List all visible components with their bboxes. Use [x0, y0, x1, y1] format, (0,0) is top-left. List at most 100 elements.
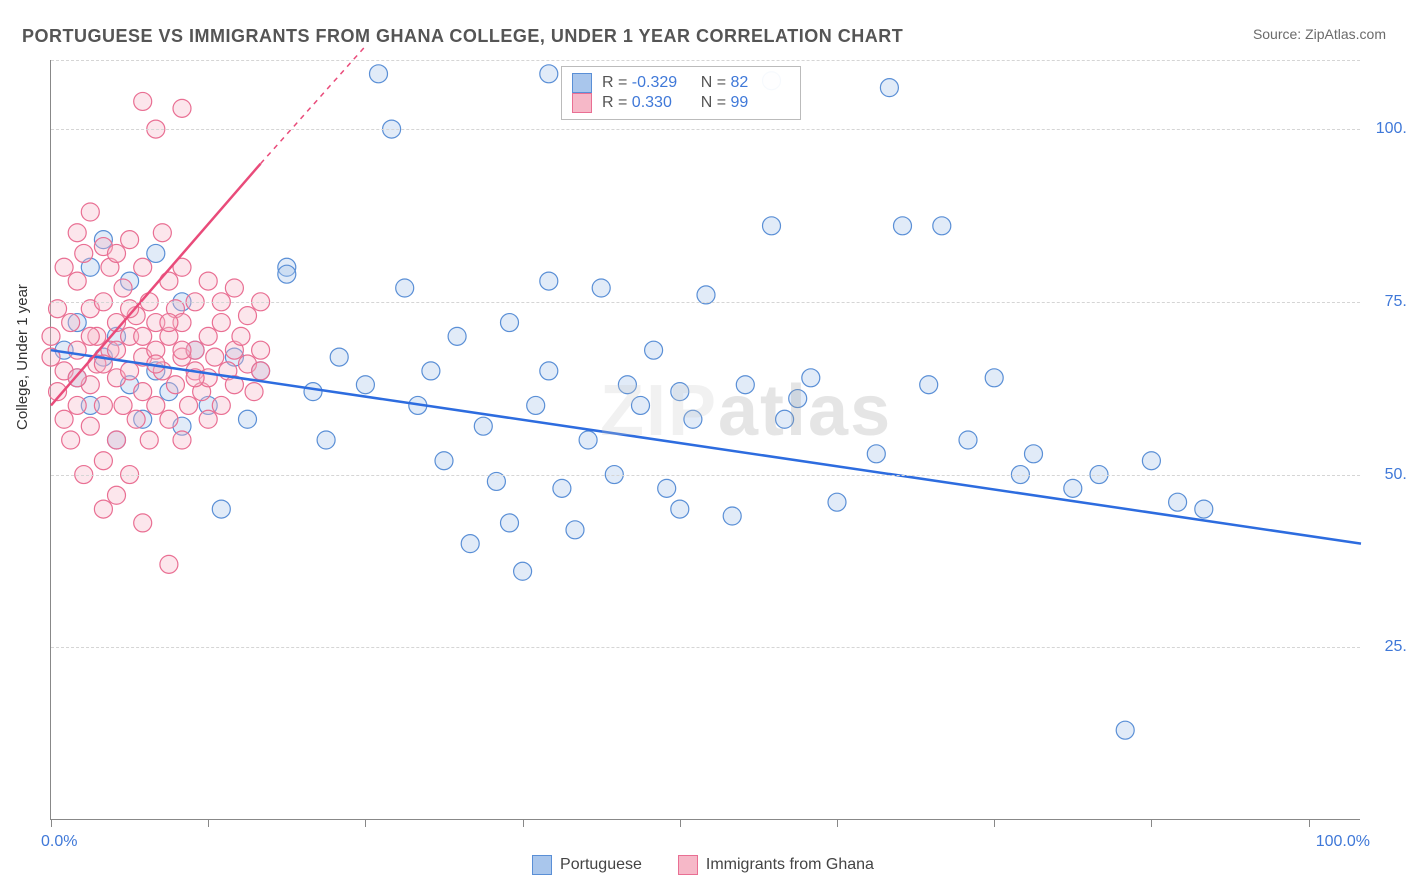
scatter-point — [514, 562, 532, 580]
scatter-point — [81, 203, 99, 221]
scatter-point — [81, 327, 99, 345]
scatter-point — [501, 514, 519, 532]
scatter-point — [1142, 452, 1160, 470]
series-legend: PortugueseImmigrants from Ghana — [0, 855, 1406, 880]
scatter-point — [173, 431, 191, 449]
scatter-point — [62, 314, 80, 332]
scatter-point — [160, 555, 178, 573]
scatter-point — [108, 244, 126, 262]
scatter-point — [252, 362, 270, 380]
scatter-point — [108, 341, 126, 359]
scatter-point — [396, 279, 414, 297]
legend-row: R = -0.329 N = 82 — [572, 73, 790, 93]
scatter-point — [121, 231, 139, 249]
scatter-point — [180, 396, 198, 414]
scatter-point — [867, 445, 885, 463]
legend-stats: R = 0.330 N = 99 — [602, 94, 790, 112]
legend-swatch — [572, 73, 592, 93]
scatter-point — [212, 314, 230, 332]
chart-container: R = -0.329 N = 82R = 0.330 N = 99 25.0%5… — [50, 60, 1360, 820]
scatter-point — [356, 376, 374, 394]
scatter-point — [566, 521, 584, 539]
scatter-point — [1169, 493, 1187, 511]
scatter-point — [121, 362, 139, 380]
x-tick — [1309, 819, 1310, 827]
scatter-point — [789, 390, 807, 408]
scatter-point — [933, 217, 951, 235]
x-axis-max-label: 100.0% — [1316, 833, 1370, 851]
scatter-point — [245, 383, 263, 401]
scatter-point — [108, 486, 126, 504]
scatter-point — [330, 348, 348, 366]
x-tick — [365, 819, 366, 827]
scatter-point — [114, 279, 132, 297]
scatter-point — [134, 327, 152, 345]
scatter-point — [127, 410, 145, 428]
scatter-point — [199, 327, 217, 345]
scatter-point — [894, 217, 912, 235]
scatter-point — [199, 272, 217, 290]
scatter-point — [134, 514, 152, 532]
scatter-point — [232, 327, 250, 345]
x-tick — [1151, 819, 1152, 827]
scatter-point — [618, 376, 636, 394]
y-tick-label: 25.0% — [1370, 638, 1406, 656]
scatter-point — [1116, 721, 1134, 739]
scatter-point — [134, 258, 152, 276]
scatter-point — [55, 258, 73, 276]
legend-item: Immigrants from Ghana — [678, 855, 874, 875]
scatter-point — [802, 369, 820, 387]
legend-swatch — [532, 855, 552, 875]
y-tick-label: 75.0% — [1370, 293, 1406, 311]
scatter-point — [684, 410, 702, 428]
scatter-point — [592, 279, 610, 297]
scatter-point — [880, 79, 898, 97]
scatter-point — [422, 362, 440, 380]
scatter-point — [317, 431, 335, 449]
scatter-point — [632, 396, 650, 414]
scatter-point — [55, 410, 73, 428]
legend-label: Immigrants from Ghana — [706, 856, 874, 874]
scatter-point — [153, 224, 171, 242]
scatter-point — [985, 369, 1003, 387]
scatter-point — [776, 410, 794, 428]
scatter-point — [540, 272, 558, 290]
scatter-point — [239, 410, 257, 428]
scatter-point — [920, 376, 938, 394]
scatter-point — [501, 314, 519, 332]
scatter-plot-svg — [51, 60, 1361, 820]
scatter-point — [239, 307, 257, 325]
y-tick-label: 100.0% — [1370, 120, 1406, 138]
scatter-point — [206, 348, 224, 366]
x-axis-min-label: 0.0% — [41, 833, 77, 851]
legend-stats: R = -0.329 N = 82 — [602, 74, 790, 92]
scatter-point — [94, 452, 112, 470]
trendline-extension — [261, 46, 366, 163]
scatter-point — [225, 279, 243, 297]
scatter-point — [1064, 479, 1082, 497]
scatter-point — [763, 217, 781, 235]
scatter-point — [160, 272, 178, 290]
scatter-point — [68, 272, 86, 290]
gridline-h — [51, 60, 1360, 61]
scatter-point — [723, 507, 741, 525]
scatter-point — [62, 431, 80, 449]
scatter-point — [736, 376, 754, 394]
x-tick — [994, 819, 995, 827]
scatter-point — [540, 65, 558, 83]
scatter-point — [147, 244, 165, 262]
x-tick — [523, 819, 524, 827]
x-tick — [51, 819, 52, 827]
legend-swatch — [678, 855, 698, 875]
scatter-point — [75, 244, 93, 262]
scatter-point — [658, 479, 676, 497]
scatter-point — [828, 493, 846, 511]
scatter-point — [212, 396, 230, 414]
scatter-point — [68, 224, 86, 242]
scatter-point — [278, 265, 296, 283]
scatter-point — [199, 410, 217, 428]
legend-swatch — [572, 93, 592, 113]
scatter-point — [461, 535, 479, 553]
legend-row: R = 0.330 N = 99 — [572, 93, 790, 113]
y-axis-label: College, Under 1 year — [14, 284, 31, 430]
